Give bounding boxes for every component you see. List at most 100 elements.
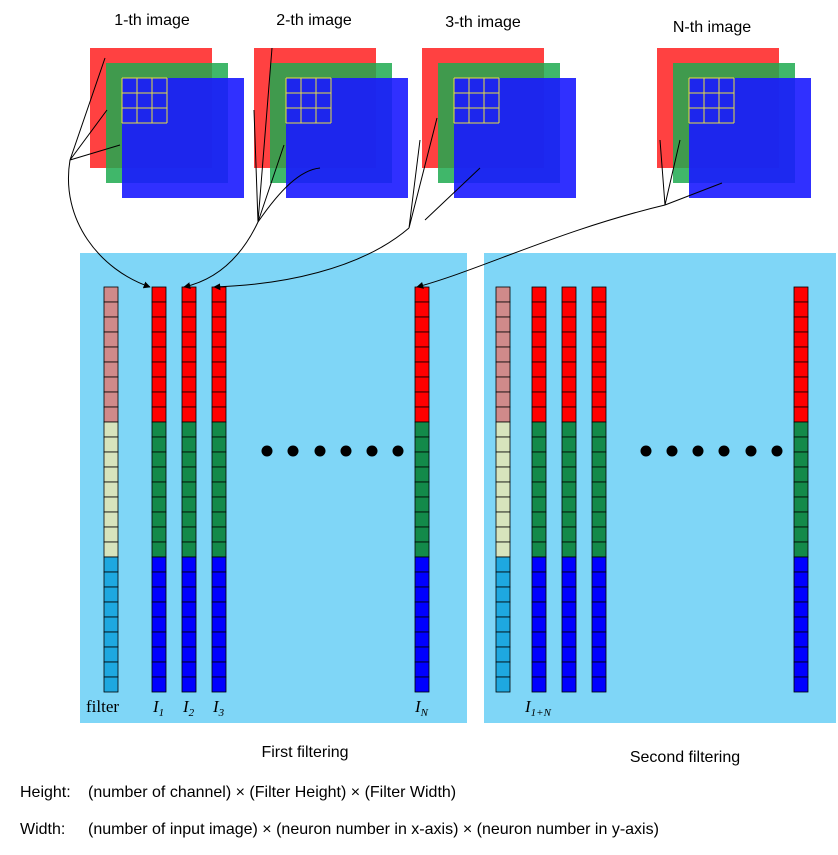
image-cell — [181, 496, 197, 513]
image-cell — [211, 526, 227, 543]
image-cell — [561, 466, 577, 483]
image-cell — [414, 631, 430, 648]
image-cell — [151, 316, 167, 333]
image-cell — [151, 631, 167, 648]
image-cell — [591, 436, 607, 453]
filter-cell — [103, 481, 119, 498]
image-cell — [561, 451, 577, 468]
image-cell — [793, 361, 809, 378]
image-cell — [414, 511, 430, 528]
image-cell — [151, 331, 167, 348]
footer-label: Width: — [20, 821, 65, 838]
image-cell — [591, 316, 607, 333]
image-cell — [561, 571, 577, 588]
image-cell — [561, 316, 577, 333]
filter-cell — [103, 571, 119, 588]
image-cell — [181, 571, 197, 588]
image-cell — [181, 466, 197, 483]
image-cell — [151, 511, 167, 528]
image-cell — [151, 346, 167, 363]
image-cell — [211, 286, 227, 303]
image-cell — [793, 571, 809, 588]
image-cell — [414, 391, 430, 408]
image-cell — [561, 346, 577, 363]
image-cell — [531, 286, 547, 303]
image-cell — [211, 301, 227, 318]
image-cell — [561, 646, 577, 663]
image-cell — [414, 616, 430, 633]
images: 1-th image 2-th image 3-th image N-th image — [90, 12, 811, 198]
image-cell — [211, 616, 227, 633]
image-cell — [561, 676, 577, 693]
filter-cell — [495, 451, 511, 468]
image-cell — [211, 571, 227, 588]
image-cell — [181, 406, 197, 423]
image-cell — [531, 421, 547, 438]
image-cell — [211, 631, 227, 648]
filter-cell — [103, 286, 119, 303]
image-cell — [561, 631, 577, 648]
image-cell — [181, 361, 197, 378]
image-cell — [414, 526, 430, 543]
image-cell — [211, 496, 227, 513]
filter-cell — [495, 601, 511, 618]
image-cell — [793, 286, 809, 303]
image-cell — [531, 556, 547, 573]
image-cell — [151, 451, 167, 468]
filter-cell — [495, 676, 511, 693]
image-cell — [561, 331, 577, 348]
image-cell — [211, 466, 227, 483]
filter-cell — [495, 436, 511, 453]
image-cell — [561, 406, 577, 423]
image-cell — [414, 496, 430, 513]
image-cell — [561, 481, 577, 498]
image-cell — [561, 526, 577, 543]
image-cell — [181, 631, 197, 648]
image-cell — [793, 391, 809, 408]
filter-cell — [495, 286, 511, 303]
image-cell — [151, 586, 167, 603]
label-sub: 2 — [189, 707, 195, 719]
image-cell — [414, 676, 430, 693]
image-cell — [181, 481, 197, 498]
image-cell — [561, 391, 577, 408]
image-cell — [151, 466, 167, 483]
filter-cell — [495, 466, 511, 483]
image-cell — [151, 421, 167, 438]
filter-cell — [495, 526, 511, 543]
image-cell — [211, 331, 227, 348]
filter-cell — [495, 331, 511, 348]
image-cell — [211, 511, 227, 528]
image-cell — [531, 406, 547, 423]
image-cell — [181, 526, 197, 543]
column-label: filter — [86, 697, 119, 716]
image-cell — [531, 661, 547, 678]
image-cell — [591, 301, 607, 318]
image-cell — [414, 586, 430, 603]
filter-cell — [103, 301, 119, 318]
image-cell — [793, 586, 809, 603]
image-cell — [151, 646, 167, 663]
image-cell — [561, 601, 577, 618]
blue-channel — [689, 78, 811, 198]
image-cell — [414, 571, 430, 588]
image-cell — [211, 391, 227, 408]
filter-cell — [103, 631, 119, 648]
image-cell — [793, 331, 809, 348]
image-cell — [531, 526, 547, 543]
image-cell — [181, 541, 197, 558]
image-cell — [211, 421, 227, 438]
image-cell — [561, 496, 577, 513]
image-cell — [414, 466, 430, 483]
image-cell — [591, 586, 607, 603]
image-cell — [151, 661, 167, 678]
image-cell — [793, 631, 809, 648]
footer-text: (number of input image) × (neuron number… — [88, 821, 659, 838]
column-label: I1 — [152, 697, 164, 719]
image-cell — [531, 676, 547, 693]
blue-channel — [454, 78, 576, 198]
filter-cell — [495, 391, 511, 408]
image-cell — [793, 346, 809, 363]
image-cell — [211, 556, 227, 573]
